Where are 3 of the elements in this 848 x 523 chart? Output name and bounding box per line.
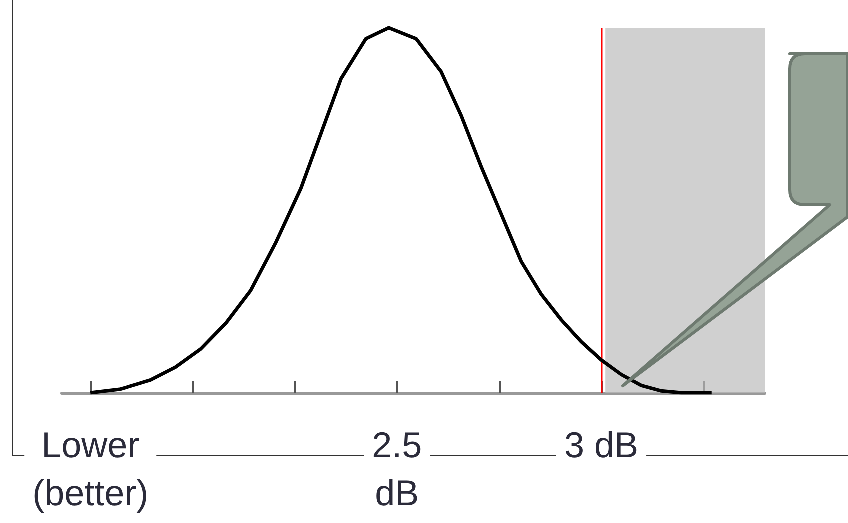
x-tick-label: 2.5 dB — [372, 424, 422, 514]
x-tick-label: Lower (better) — [32, 424, 149, 514]
x-tick-label: 3 dB — [564, 424, 639, 466]
